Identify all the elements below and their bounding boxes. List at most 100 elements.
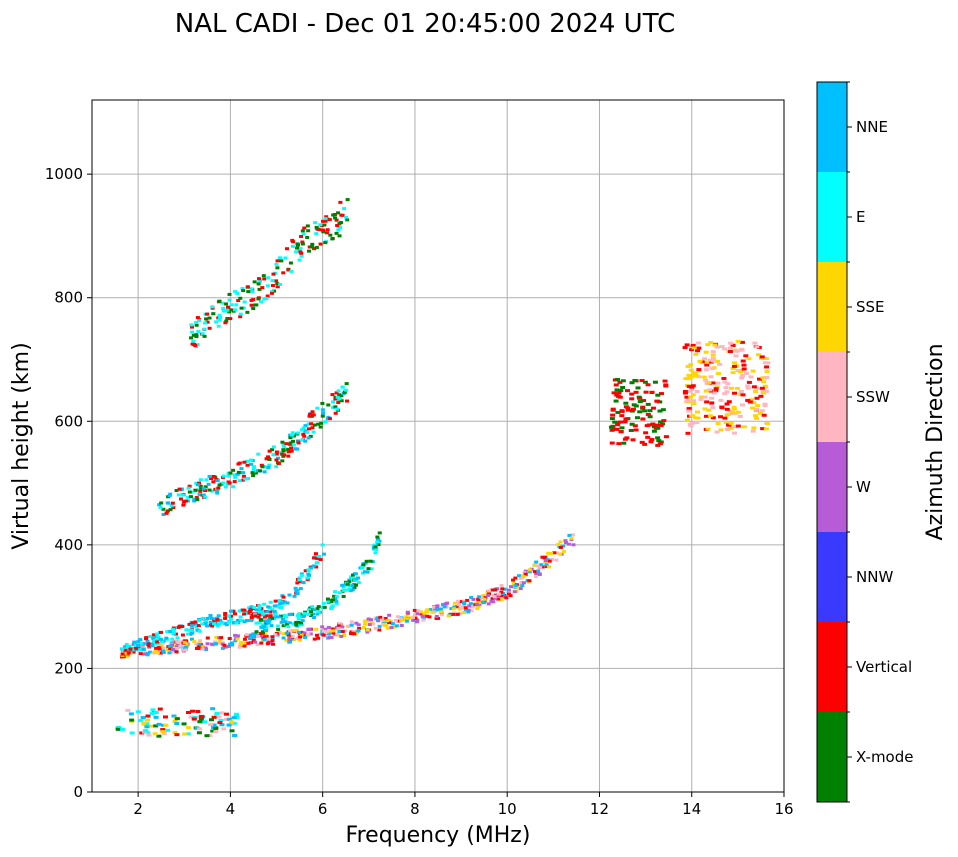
echo-point bbox=[200, 622, 205, 626]
echo-point bbox=[201, 493, 206, 497]
echo-point bbox=[323, 217, 328, 221]
echo-point bbox=[245, 310, 250, 314]
echo-point bbox=[313, 221, 318, 225]
echo-point bbox=[734, 349, 740, 353]
echo-point bbox=[129, 731, 135, 735]
echo-point bbox=[722, 416, 728, 420]
echo-point bbox=[459, 606, 464, 610]
echo-point bbox=[306, 632, 311, 636]
echo-point bbox=[345, 582, 350, 586]
echo-point bbox=[527, 579, 532, 583]
echo-point bbox=[224, 712, 230, 716]
echo-point bbox=[229, 729, 235, 733]
echo-point bbox=[257, 610, 262, 614]
echo-point bbox=[187, 490, 192, 494]
echo-point bbox=[128, 712, 134, 716]
echo-point bbox=[342, 583, 347, 587]
echo-point bbox=[257, 287, 262, 291]
echo-point bbox=[303, 569, 308, 573]
echo-point bbox=[198, 484, 203, 488]
echo-point bbox=[422, 612, 427, 616]
colorbar-swatch bbox=[817, 532, 847, 622]
echo-point bbox=[153, 715, 159, 719]
echo-point bbox=[718, 398, 724, 402]
echo-point bbox=[387, 621, 392, 625]
echo-point bbox=[739, 403, 745, 407]
echo-point bbox=[539, 563, 544, 567]
echo-point bbox=[323, 420, 328, 424]
echo-point bbox=[685, 431, 691, 435]
echo-point bbox=[262, 637, 267, 641]
echo-point bbox=[180, 648, 185, 652]
echo-point bbox=[312, 637, 317, 641]
echo-point bbox=[645, 402, 651, 406]
echo-point bbox=[688, 395, 694, 399]
echo-point bbox=[323, 219, 328, 223]
echo-point bbox=[240, 287, 245, 291]
echo-point bbox=[682, 391, 688, 395]
echo-point bbox=[225, 317, 230, 321]
echo-point bbox=[719, 345, 725, 349]
echo-point bbox=[538, 565, 543, 569]
colorbar-swatch bbox=[817, 262, 847, 352]
echo-point bbox=[220, 641, 225, 645]
echo-point bbox=[483, 596, 488, 600]
echo-point bbox=[349, 575, 354, 579]
echo-point bbox=[259, 300, 264, 304]
echo-point bbox=[120, 727, 126, 731]
echo-point bbox=[523, 569, 528, 573]
echo-point bbox=[456, 603, 461, 607]
echo-point bbox=[260, 286, 265, 290]
echo-point bbox=[741, 425, 747, 429]
echo-point bbox=[235, 472, 240, 476]
echo-point bbox=[728, 426, 734, 430]
echo-point bbox=[204, 478, 209, 482]
echo-point bbox=[657, 442, 663, 446]
echo-point bbox=[726, 400, 732, 404]
echo-point bbox=[353, 572, 358, 576]
y-tick-label: 1000 bbox=[45, 165, 83, 183]
echo-point bbox=[211, 312, 216, 316]
echo-point bbox=[233, 290, 238, 294]
echo-point bbox=[377, 628, 382, 632]
echo-point bbox=[298, 622, 303, 626]
echo-point bbox=[752, 341, 758, 345]
echo-point bbox=[196, 624, 201, 628]
echo-point bbox=[161, 507, 166, 511]
echo-point bbox=[694, 390, 700, 394]
echo-point bbox=[309, 614, 314, 618]
echo-point bbox=[161, 650, 166, 654]
echo-point bbox=[469, 609, 474, 613]
echo-point bbox=[233, 633, 238, 637]
echo-point bbox=[649, 390, 655, 394]
echo-point bbox=[345, 399, 350, 403]
echo-point bbox=[278, 614, 283, 618]
echo-point bbox=[697, 359, 703, 363]
echo-point bbox=[476, 605, 481, 609]
echo-point bbox=[164, 511, 169, 515]
echo-point bbox=[203, 646, 208, 650]
plot-area: 2 4 6 8 10 12 14 16 0 200 400 600 800 1000 bbox=[45, 99, 794, 818]
echo-point bbox=[648, 440, 654, 444]
echo-point bbox=[271, 445, 276, 449]
echo-point bbox=[334, 218, 339, 222]
echo-point bbox=[477, 602, 482, 606]
echo-point bbox=[350, 584, 355, 588]
echo-point bbox=[350, 573, 355, 577]
echo-point bbox=[266, 455, 271, 459]
echo-point bbox=[238, 312, 243, 316]
echo-point bbox=[385, 619, 390, 623]
echo-point bbox=[375, 535, 380, 539]
echo-point bbox=[145, 651, 150, 655]
echo-point bbox=[285, 447, 290, 451]
echo-point bbox=[229, 641, 234, 645]
echo-point bbox=[512, 590, 517, 594]
echo-point bbox=[130, 648, 135, 652]
echo-point bbox=[344, 382, 349, 386]
echo-point bbox=[344, 215, 349, 219]
echo-point bbox=[231, 468, 236, 472]
echo-point bbox=[216, 324, 221, 328]
echo-point bbox=[247, 609, 252, 613]
echo-point bbox=[158, 505, 163, 509]
echo-point bbox=[211, 619, 216, 623]
